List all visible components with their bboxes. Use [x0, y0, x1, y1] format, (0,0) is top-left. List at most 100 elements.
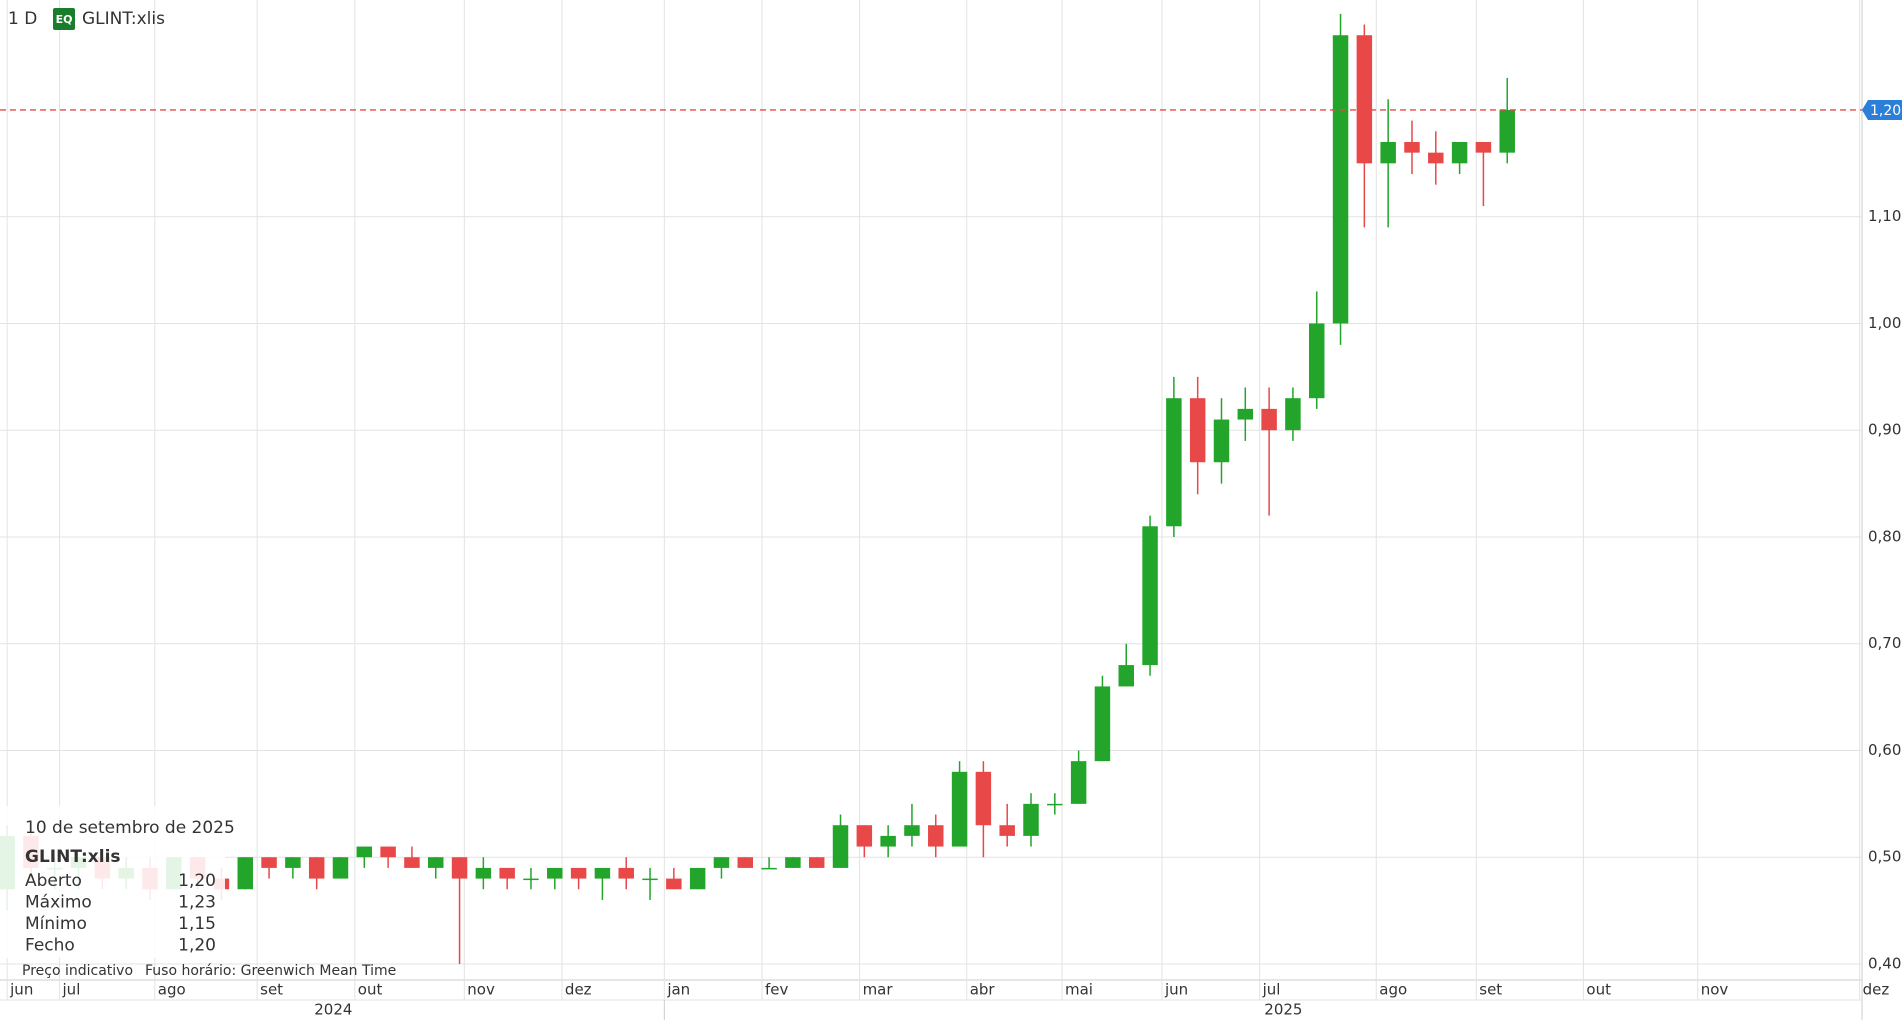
x-tick-label: jul [1262, 981, 1281, 999]
last-price-label: 1,20 [1870, 103, 1901, 119]
info-label: Máximo [25, 893, 92, 913]
candle-body [332, 857, 349, 879]
candle-body [427, 857, 444, 868]
candle-body [928, 825, 944, 847]
year-label: 2025 [1264, 1001, 1302, 1019]
y-tick-label: 0,80 [1868, 527, 1901, 545]
info-symbol: GLINT:xlis [25, 847, 121, 867]
candle-body [1261, 408, 1277, 431]
x-tick-label: jun [1164, 981, 1188, 999]
candle-body [618, 867, 634, 879]
candle-body [975, 771, 992, 826]
badge: EQ [56, 13, 73, 26]
candle-body [785, 857, 801, 868]
candle-body [1356, 35, 1373, 164]
x-tick-label: out [1586, 981, 1611, 999]
footer-timezone: Fuso horário: Greenwich Mean Time [145, 963, 396, 979]
candle-body [713, 857, 730, 868]
candle-body [547, 867, 563, 879]
x-tick-label: jun [9, 981, 33, 999]
y-tick-label: 0,50 [1868, 848, 1901, 866]
candle-body [1070, 761, 1087, 804]
candle-body [308, 857, 325, 879]
last-price-tag [1862, 99, 1902, 120]
candle-body [1166, 398, 1182, 527]
info-label: Aberto [25, 871, 82, 891]
candle-body [404, 857, 420, 868]
x-tick-label: ago [158, 981, 186, 999]
x-tick-label: nov [1701, 981, 1729, 999]
x-tick-label: jan [666, 981, 690, 999]
info-value: 1,23 [178, 893, 216, 913]
candle-body [808, 857, 825, 868]
x-tick-label: mar [863, 981, 894, 999]
candle-body [570, 867, 587, 879]
info-label: Mínimo [25, 914, 87, 934]
info-value: 1,20 [178, 936, 216, 956]
info-value: 1,15 [178, 914, 216, 934]
x-tick-label: out [358, 981, 383, 999]
candle-body [904, 825, 920, 836]
info-label: Fecho [25, 936, 75, 956]
candle-body [1142, 526, 1158, 666]
x-tick-label: fev [765, 981, 789, 999]
y-tick-label: 0,40 [1868, 954, 1901, 972]
candle-body [1189, 398, 1206, 463]
candle-body [475, 867, 492, 879]
x-tick-label: dez [1863, 981, 1890, 999]
candle-body [1332, 35, 1349, 324]
y-tick-label: 0,90 [1868, 421, 1901, 439]
x-tick-label: set [260, 981, 283, 999]
candle-body [1499, 109, 1515, 153]
info-value: 1,20 [178, 871, 216, 891]
candle-body [499, 867, 515, 879]
candle-body [1308, 323, 1325, 399]
info-box [0, 806, 225, 958]
y-tick-label: 1,00 [1868, 314, 1901, 332]
candle-body [999, 825, 1015, 836]
badge-bg [53, 8, 75, 30]
interval[interactable]: 1 D [8, 9, 37, 29]
candle-body [451, 857, 468, 879]
candle-body [594, 867, 611, 879]
year-label: 2024 [314, 1001, 352, 1019]
candle-body [1428, 152, 1444, 164]
info-date: 10 de setembro de 2025 [25, 818, 235, 838]
candle-body [880, 835, 896, 847]
x-tick-label: set [1479, 981, 1502, 999]
x-tick-label: dez [565, 981, 592, 999]
y-tick-label: 0,70 [1868, 634, 1901, 652]
x-tick-label: jul [62, 981, 81, 999]
candle-body [1118, 665, 1134, 687]
symbol[interactable]: GLINT:xlis [82, 9, 165, 29]
candle-body [1380, 141, 1396, 164]
candle-body [642, 878, 658, 881]
x-tick-label: ago [1379, 981, 1407, 999]
x-tick-label: abr [970, 981, 996, 999]
candle-body [761, 867, 777, 870]
candle-body [1404, 141, 1420, 153]
x-tick-label: mai [1065, 981, 1093, 999]
candle-body [1237, 408, 1254, 420]
candle-body [356, 846, 373, 858]
candle-body [666, 878, 682, 890]
candle-body [951, 771, 968, 847]
candle-body [1475, 141, 1492, 153]
y-tick-label: 0,60 [1868, 741, 1901, 759]
candle-body [1047, 803, 1063, 806]
candle-body [856, 825, 873, 847]
candle-body [832, 825, 849, 868]
y-tick-label: 1,10 [1868, 207, 1901, 225]
candle-body [1285, 398, 1301, 431]
candle-body [523, 878, 539, 881]
candle-body [237, 857, 253, 890]
candle-body [737, 857, 754, 868]
candle-body [689, 867, 706, 890]
candle-body [285, 857, 301, 868]
candle-body [1094, 686, 1111, 762]
candle-body [1213, 419, 1230, 463]
candle-body [380, 846, 396, 858]
candle-body [261, 857, 277, 868]
candle-body [1023, 803, 1039, 836]
